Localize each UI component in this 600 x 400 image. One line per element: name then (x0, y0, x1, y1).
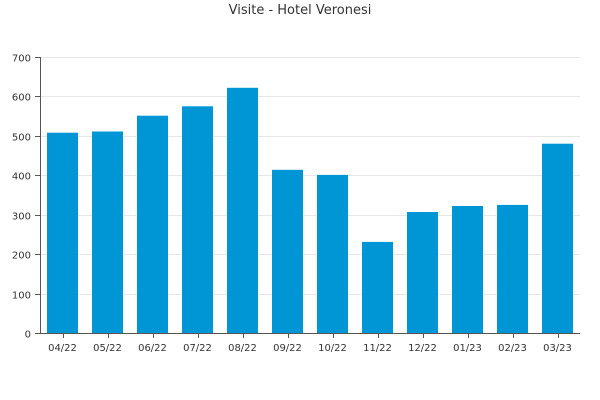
x-tick-label: 10/22 (318, 343, 347, 354)
bar-10-22 (317, 174, 348, 333)
x-tick-label: 09/22 (273, 343, 302, 354)
y-tick-label: 100 (12, 291, 31, 302)
x-tick-label: 06/22 (138, 343, 167, 354)
y-tick-label: 300 (12, 212, 31, 223)
y-tick-label: 700 (12, 54, 31, 65)
grid-lines (40, 57, 580, 295)
bar-07-22 (182, 106, 213, 333)
x-tick-label: 04/22 (48, 343, 77, 354)
bar-08-22 (227, 87, 258, 333)
y-tick-label: 600 (12, 93, 31, 104)
axes (35, 57, 580, 338)
x-tick-label: 05/22 (93, 343, 122, 354)
bar-12-22 (407, 212, 438, 333)
bar-11-22 (362, 241, 393, 333)
y-tick-label: 400 (12, 172, 31, 183)
x-tick-label: 03/23 (543, 343, 572, 354)
x-tick-label: 01/23 (453, 343, 482, 354)
bar-06-22 (137, 115, 168, 333)
bar-02-23 (497, 204, 528, 333)
bar-01-23 (452, 206, 483, 333)
x-tick-label: 02/23 (498, 343, 527, 354)
x-tick-labels: 04/22 05/22 06/22 07/22 08/22 09/22 10/22 11/22… (48, 343, 572, 354)
x-tick-label: 08/22 (228, 343, 257, 354)
y-tick-label: 500 (12, 133, 31, 144)
bar-04-22 (47, 132, 78, 333)
bar-03-23 (542, 143, 573, 333)
bar-09-22 (272, 169, 303, 333)
bar-05-22 (92, 131, 123, 333)
chart-title: Visite - Hotel Veronesi (228, 3, 372, 18)
bars (47, 87, 573, 333)
y-tick-label: 0 (25, 330, 31, 341)
x-tick-label: 12/22 (408, 343, 437, 354)
x-tick-label: 07/22 (183, 343, 212, 354)
y-tick-labels: 0 100 200 300 400 500 600 700 (12, 54, 31, 341)
x-tick-label: 11/22 (363, 343, 392, 354)
y-tick-label: 200 (12, 251, 31, 262)
